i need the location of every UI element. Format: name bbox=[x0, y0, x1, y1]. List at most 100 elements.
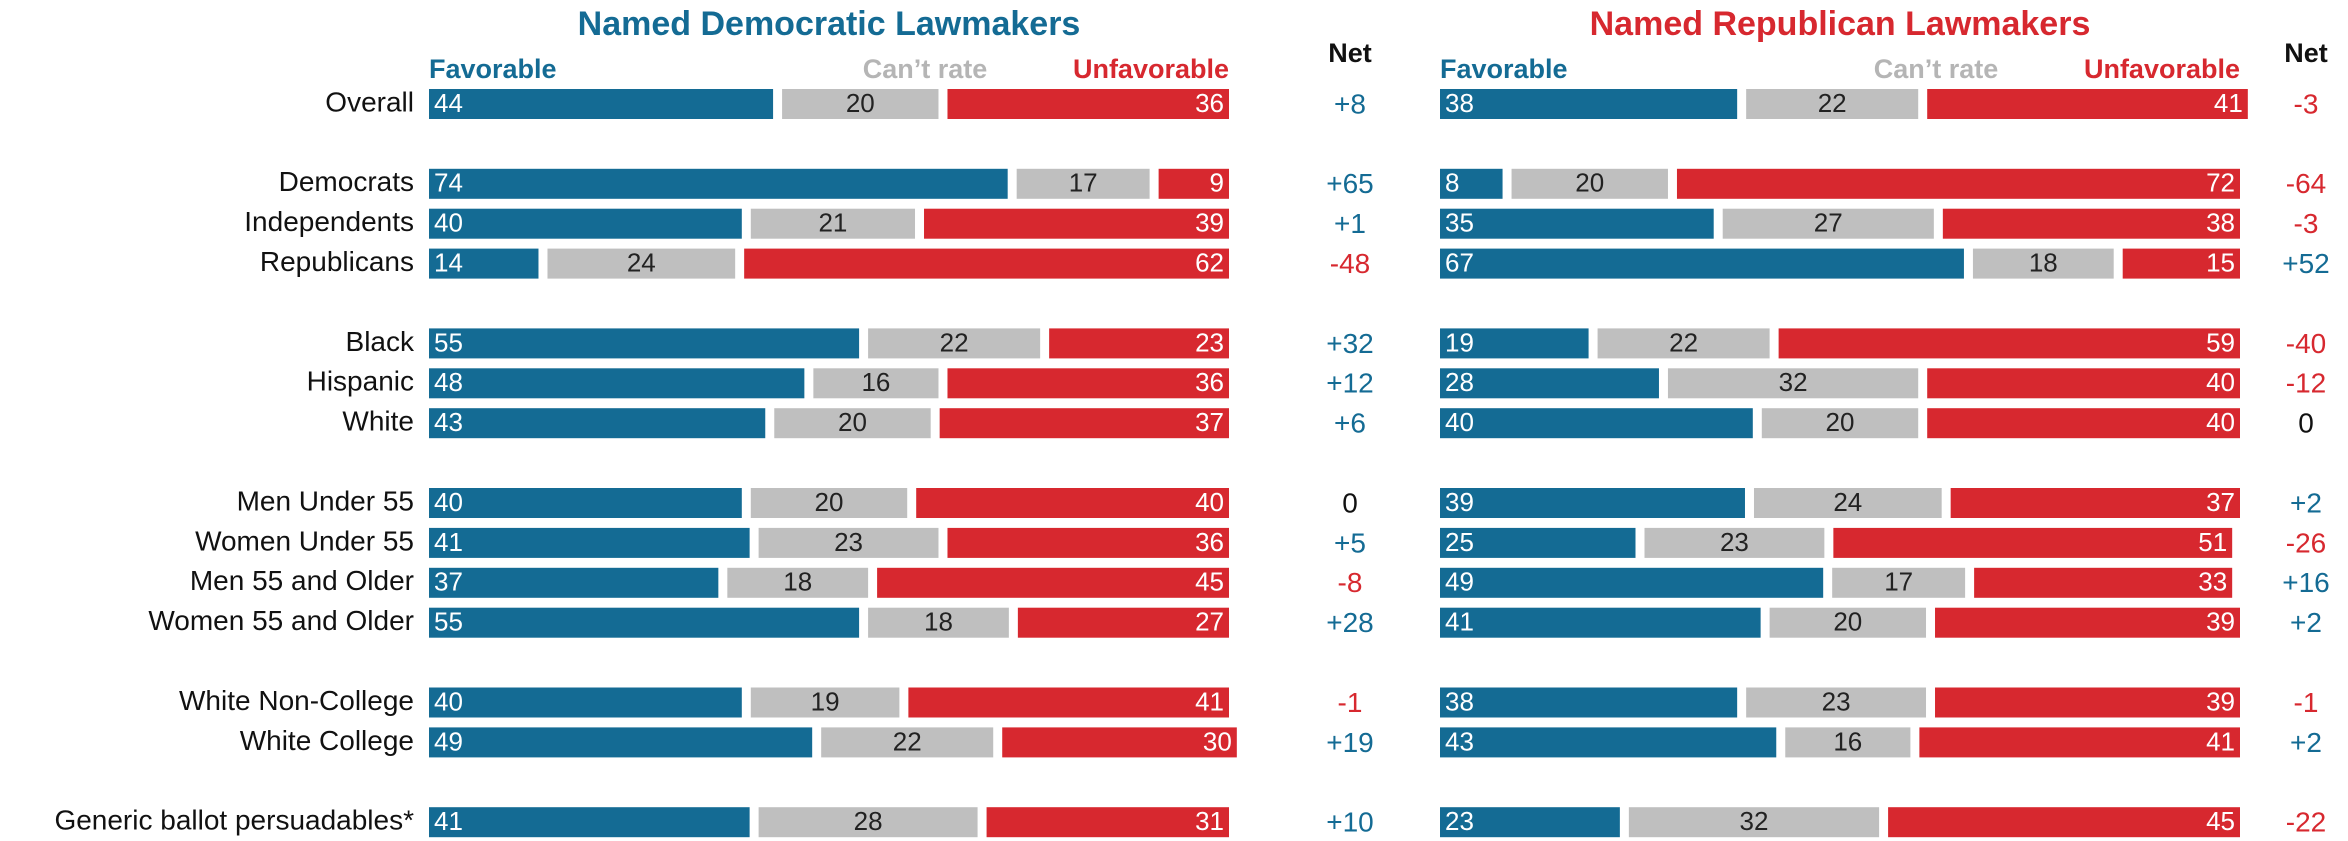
value-label: 43 bbox=[1445, 726, 1474, 756]
bar-segment bbox=[868, 607, 1009, 638]
bar-segment bbox=[429, 727, 813, 758]
bar-segment bbox=[429, 368, 805, 399]
bar-segment bbox=[429, 607, 860, 638]
value-label: 41 bbox=[2214, 88, 2243, 118]
net-label: +6 bbox=[1334, 408, 1366, 439]
bar-segment bbox=[947, 527, 1229, 558]
category-label: White College bbox=[240, 725, 414, 756]
bar-segment bbox=[1974, 567, 2233, 598]
value-label: 72 bbox=[2206, 168, 2235, 198]
value-label: 37 bbox=[434, 567, 463, 597]
net-label: +16 bbox=[2282, 567, 2330, 598]
value-label: 32 bbox=[1779, 367, 1808, 397]
value-label: 38 bbox=[1445, 88, 1474, 118]
bar-segment bbox=[1440, 328, 1589, 359]
bar-segment bbox=[1972, 248, 2114, 279]
value-label: 40 bbox=[434, 686, 463, 716]
value-label: 41 bbox=[1195, 686, 1224, 716]
panel-title: Named Democratic Lawmakers bbox=[578, 5, 1081, 43]
value-label: 21 bbox=[818, 208, 847, 238]
net-label: +2 bbox=[2290, 487, 2322, 518]
value-label: 18 bbox=[2029, 247, 2058, 277]
value-label: 40 bbox=[434, 487, 463, 517]
value-label: 39 bbox=[2206, 607, 2235, 637]
category-label: Democrats bbox=[279, 166, 414, 197]
value-label: 48 bbox=[434, 367, 463, 397]
value-label: 49 bbox=[1445, 567, 1474, 597]
legend-label: Favorable bbox=[429, 54, 557, 84]
net-label: -1 bbox=[1338, 687, 1363, 718]
value-label: 37 bbox=[2206, 487, 2235, 517]
value-label: 62 bbox=[1195, 247, 1224, 277]
value-label: 45 bbox=[1195, 567, 1224, 597]
category-label: Men 55 and Older bbox=[190, 565, 414, 596]
bar-segment bbox=[1158, 168, 1229, 199]
legend-label: Can’t rate bbox=[1874, 54, 1999, 84]
bar-segment bbox=[1942, 208, 2240, 239]
bar-segment bbox=[1722, 208, 1934, 239]
bar-segment bbox=[429, 807, 750, 838]
value-label: 24 bbox=[627, 247, 656, 277]
category-label: Black bbox=[346, 326, 415, 357]
net-label: -26 bbox=[2286, 527, 2326, 558]
value-label: 23 bbox=[1445, 806, 1474, 836]
category-label: Men Under 55 bbox=[237, 485, 414, 516]
net-label: +65 bbox=[1326, 168, 1374, 199]
bar-segment bbox=[1440, 807, 1620, 838]
value-label: 39 bbox=[2206, 686, 2235, 716]
value-label: 40 bbox=[2206, 407, 2235, 437]
bar-segment bbox=[1440, 567, 1824, 598]
value-label: 41 bbox=[434, 527, 463, 557]
bar-segment bbox=[1511, 168, 1668, 199]
bar-segment bbox=[1440, 368, 1659, 399]
bar-segment bbox=[429, 168, 1008, 199]
value-label: 15 bbox=[2206, 247, 2235, 277]
bar-segment bbox=[1440, 727, 1777, 758]
bar-segment bbox=[750, 687, 900, 718]
net-label: -64 bbox=[2286, 168, 2326, 199]
value-label: 55 bbox=[434, 607, 463, 637]
net-label: +28 bbox=[1326, 607, 1374, 638]
value-label: 33 bbox=[2198, 567, 2227, 597]
bar-segment bbox=[1935, 687, 2240, 718]
bar-segment bbox=[750, 488, 908, 518]
value-label: 20 bbox=[1575, 168, 1604, 198]
net-label: -1 bbox=[2294, 687, 2319, 718]
bar-segment bbox=[429, 89, 774, 119]
bar-segment bbox=[774, 408, 931, 439]
value-label: 9 bbox=[1210, 168, 1224, 198]
bar-segment bbox=[947, 89, 1229, 119]
value-label: 27 bbox=[1814, 208, 1843, 238]
category-label: Women Under 55 bbox=[195, 525, 414, 556]
value-label: 31 bbox=[1195, 806, 1224, 836]
net-header: Net bbox=[2284, 38, 2328, 68]
value-label: 41 bbox=[1445, 607, 1474, 637]
bar-segment bbox=[1440, 208, 1714, 239]
value-label: 40 bbox=[1195, 487, 1224, 517]
bar-segment bbox=[1002, 727, 1237, 758]
value-label: 38 bbox=[2206, 208, 2235, 238]
bar-segment bbox=[813, 368, 939, 399]
bar-segment bbox=[1761, 408, 1919, 439]
category-label: Overall bbox=[325, 86, 414, 117]
value-label: 49 bbox=[434, 726, 463, 756]
value-label: 37 bbox=[1195, 407, 1224, 437]
bar-segment bbox=[1778, 328, 2240, 359]
bar-segment bbox=[1785, 727, 1911, 758]
value-label: 28 bbox=[1445, 367, 1474, 397]
value-label: 28 bbox=[854, 806, 883, 836]
category-label: Hispanic bbox=[307, 366, 414, 397]
bar-segment bbox=[1888, 807, 2240, 838]
net-label: +52 bbox=[2282, 248, 2330, 279]
value-label: 55 bbox=[434, 327, 463, 357]
value-label: 38 bbox=[1445, 686, 1474, 716]
net-label: 0 bbox=[1342, 487, 1358, 518]
bar-segment bbox=[1597, 328, 1770, 359]
value-label: 23 bbox=[1720, 527, 1749, 557]
value-label: 23 bbox=[834, 527, 863, 557]
bar-segment bbox=[1440, 687, 1738, 718]
value-label: 45 bbox=[2206, 806, 2235, 836]
value-label: 43 bbox=[434, 407, 463, 437]
bar-segment bbox=[1440, 527, 1636, 558]
bar-segment bbox=[1950, 488, 2240, 518]
